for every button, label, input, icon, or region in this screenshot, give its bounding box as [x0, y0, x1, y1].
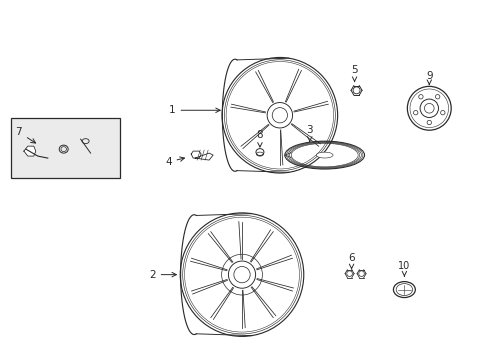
Polygon shape [191, 151, 201, 158]
Ellipse shape [316, 152, 332, 158]
Text: 1: 1 [169, 105, 220, 115]
Polygon shape [24, 146, 36, 156]
Text: 8: 8 [256, 130, 263, 147]
Text: 9: 9 [425, 71, 432, 85]
Text: 5: 5 [350, 66, 357, 81]
Text: 7: 7 [16, 127, 36, 143]
Text: 6: 6 [347, 253, 354, 269]
Ellipse shape [255, 149, 264, 156]
Text: 2: 2 [149, 270, 176, 280]
Text: 4: 4 [164, 157, 184, 167]
Text: 10: 10 [397, 261, 409, 276]
Text: 3: 3 [306, 125, 312, 141]
Bar [11, 118, 120, 178]
Polygon shape [195, 153, 213, 160]
